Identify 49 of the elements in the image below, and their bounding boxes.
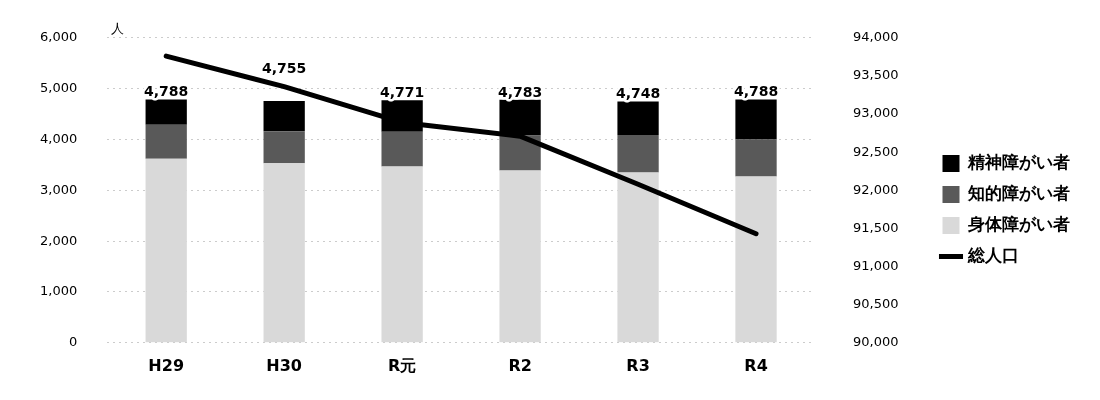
y-tick-label: 5,000	[40, 80, 78, 96]
x-tick-label: R4	[744, 355, 768, 375]
y2-tick-label: 94,000	[853, 29, 899, 45]
legend-label: 知的障がい者	[967, 182, 1070, 203]
bar	[381, 166, 423, 343]
bar	[263, 101, 305, 132]
bar	[735, 139, 777, 177]
bar	[145, 99, 187, 125]
y-tick-label: 0	[68, 334, 78, 350]
bar	[735, 99, 777, 140]
total-label: 4,783	[497, 83, 543, 100]
bar	[499, 170, 541, 343]
bar	[735, 176, 777, 343]
bar	[617, 101, 659, 135]
bar	[381, 131, 423, 167]
y-tick-label: 3,000	[40, 181, 78, 197]
bar	[263, 131, 305, 164]
y-tick-label: 1,000	[40, 283, 78, 299]
y-tick-label: 2,000	[40, 232, 78, 248]
total-label: 4,748	[615, 85, 661, 102]
bar	[499, 99, 541, 136]
total-label: 4,771	[379, 84, 425, 101]
y-tick-label: 6,000	[40, 29, 78, 45]
y2-tick-label: 93,500	[853, 67, 899, 83]
y2-tick-label: 90,000	[853, 334, 899, 350]
total-label: 4,755	[262, 59, 307, 76]
total-label: 4,788	[144, 83, 189, 100]
y2-tick-label: 90,500	[853, 296, 899, 312]
y2-tick-label: 93,000	[853, 105, 899, 121]
x-tick-label: R元	[387, 355, 417, 375]
x-tick-label: R2	[508, 355, 532, 375]
bar	[617, 172, 659, 343]
y-axis-title: 人	[111, 20, 125, 36]
bar	[263, 163, 305, 343]
y2-tick-label: 91,500	[853, 219, 899, 235]
bar	[145, 124, 187, 159]
y2-tick-label: 92,000	[853, 181, 899, 197]
y2-tick-label: 91,000	[853, 257, 899, 273]
x-tick-label: H30	[266, 355, 302, 375]
bar	[145, 158, 187, 343]
total-label: 4,788	[733, 83, 779, 100]
legend-label: 総人口	[967, 244, 1019, 265]
y2-tick-label: 92,500	[853, 143, 899, 159]
x-tick-label: H29	[148, 355, 185, 375]
legend-label: 身体障がい者	[967, 213, 1070, 234]
x-tick-label: R3	[626, 355, 650, 375]
legend-label: 精神障がい者	[967, 151, 1070, 172]
y-tick-label: 4,000	[40, 130, 78, 146]
bar	[617, 134, 659, 173]
